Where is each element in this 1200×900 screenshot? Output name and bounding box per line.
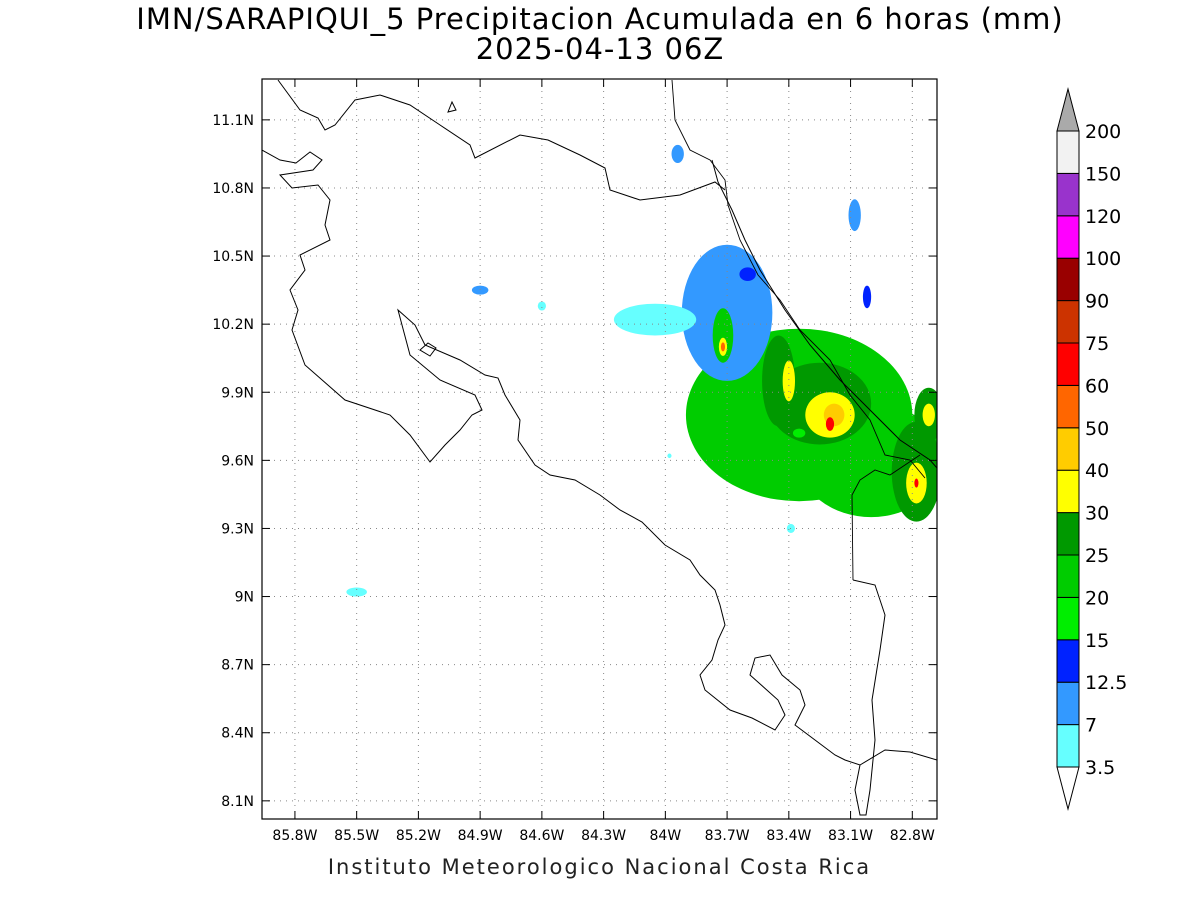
lon-tick-label: 85.2W (396, 828, 441, 844)
legend-min-arrow (1056, 766, 1080, 811)
bay-island (419, 342, 437, 357)
legend-swatch (1056, 172, 1080, 217)
map-subtitle: 2025-04-13 06Z (475, 32, 725, 66)
legend-swatch (1056, 130, 1080, 174)
precip-cell-20 (862, 285, 872, 309)
lon-tick-label: 84.9W (458, 828, 503, 844)
lat-tick-label: 9.6N (221, 453, 254, 469)
precip-cell-27 (667, 453, 672, 459)
legend-label: 50 (1085, 418, 1109, 440)
precip-cell-23 (537, 301, 546, 311)
lat-tick-label: 10.2N (212, 317, 254, 333)
lat-tick-label: 11.1N (212, 113, 254, 129)
lon-tick-label: 84.6W (519, 828, 564, 844)
lon-tick-label: 84W (650, 828, 682, 844)
precip-cell-12 (922, 403, 935, 427)
lat-tick-label: 8.1N (221, 794, 254, 810)
color-legend: 3.5 7 12.5 15 20 25 30 40 50 60 75 90 100 120 150 200 (1056, 87, 1127, 811)
legend-swatch (1056, 257, 1080, 302)
legend-swatch (1056, 342, 1080, 386)
lon-tick-label: 85.8W (272, 828, 317, 844)
precip-cell-25 (346, 587, 367, 597)
precip-cell-17 (720, 342, 726, 352)
legend-swatch (1056, 724, 1080, 768)
legend-label: 75 (1085, 333, 1109, 355)
legend-label: 20 (1085, 587, 1109, 609)
lon-tick-label: 84.3W (581, 828, 626, 844)
precip-cell-15 (825, 417, 835, 431)
legend-label: 60 (1085, 375, 1109, 397)
legend-swatch (1056, 300, 1080, 344)
lon-tick-label: 83.1W (828, 828, 873, 844)
precip-cell-21 (739, 267, 756, 282)
lake-island (447, 100, 457, 113)
legend-swatch (1056, 469, 1080, 514)
panama-border (851, 454, 921, 581)
lon-tick-label: 83.7W (705, 828, 750, 844)
legend-swatch (1056, 427, 1080, 471)
precip-cell-16 (914, 478, 919, 488)
lat-tick-label: 10.8N (212, 181, 254, 197)
gulf-inner (852, 579, 886, 816)
legend-label: 25 (1085, 545, 1109, 567)
caribbean-coast (711, 159, 937, 469)
legend-swatch (1056, 554, 1080, 598)
lon-tick-label: 85.5W (334, 828, 379, 844)
pacific-coast (262, 149, 937, 766)
legend-label: 200 (1085, 121, 1121, 143)
legend-max-arrow (1056, 87, 1080, 132)
lat-tick-label: 8.7N (221, 658, 254, 674)
legend-label: 40 (1085, 460, 1109, 482)
legend-label: 30 (1085, 503, 1109, 525)
lon-tick-label: 83.4W (766, 828, 811, 844)
footer-credit: Instituto Meteorologico Nacional Costa R… (327, 855, 872, 879)
plot-frame (261, 78, 938, 820)
precip-cell-22 (471, 285, 489, 295)
lat-tick-label: 9N (235, 590, 254, 606)
lat-tick-label: 10.5N (212, 249, 254, 265)
legend-swatch (1056, 512, 1080, 556)
legend-label: 150 (1085, 163, 1121, 185)
precip-cell-5 (762, 335, 796, 427)
legend-swatch (1056, 681, 1080, 726)
legend-label: 15 (1085, 630, 1109, 652)
coastline-and-borders (262, 79, 937, 816)
lat-tick-label: 9.3N (221, 521, 254, 537)
legend-swatch (1056, 215, 1080, 259)
precipitation-field (346, 144, 937, 597)
precip-cell-3 (613, 303, 697, 336)
legend-label: 120 (1085, 206, 1121, 228)
nicaragua-border (671, 79, 926, 479)
map-title: IMN/SARAPIQUI_5 Precipitacion Acumulada … (136, 2, 1064, 36)
lon-tick-label: 82.8W (890, 828, 935, 844)
legend-label: 3.5 (1085, 757, 1115, 779)
graticule (262, 79, 937, 819)
legend-swatch (1056, 639, 1080, 683)
axis-labels: 85.8W 85.5W 85.2W 84.9W 84.6W 84.3W 84W 83.7W 83… (212, 113, 935, 844)
legend-swatch (1056, 384, 1080, 429)
nicaragua-north-coast (277, 79, 726, 201)
precip-cell-8 (712, 308, 734, 363)
precip-cell-18 (792, 428, 806, 438)
lat-tick-label: 9.9N (221, 385, 254, 401)
legend-label: 100 (1085, 248, 1121, 270)
legend-swatch (1056, 596, 1080, 641)
precip-cell-19 (848, 199, 861, 232)
precip-cell-24 (671, 144, 684, 163)
legend-label: 90 (1085, 291, 1109, 313)
legend-label: 7 (1085, 715, 1097, 737)
precip-cell-10 (782, 360, 796, 402)
lat-tick-label: 8.4N (221, 726, 254, 742)
legend-label: 12.5 (1085, 672, 1127, 694)
